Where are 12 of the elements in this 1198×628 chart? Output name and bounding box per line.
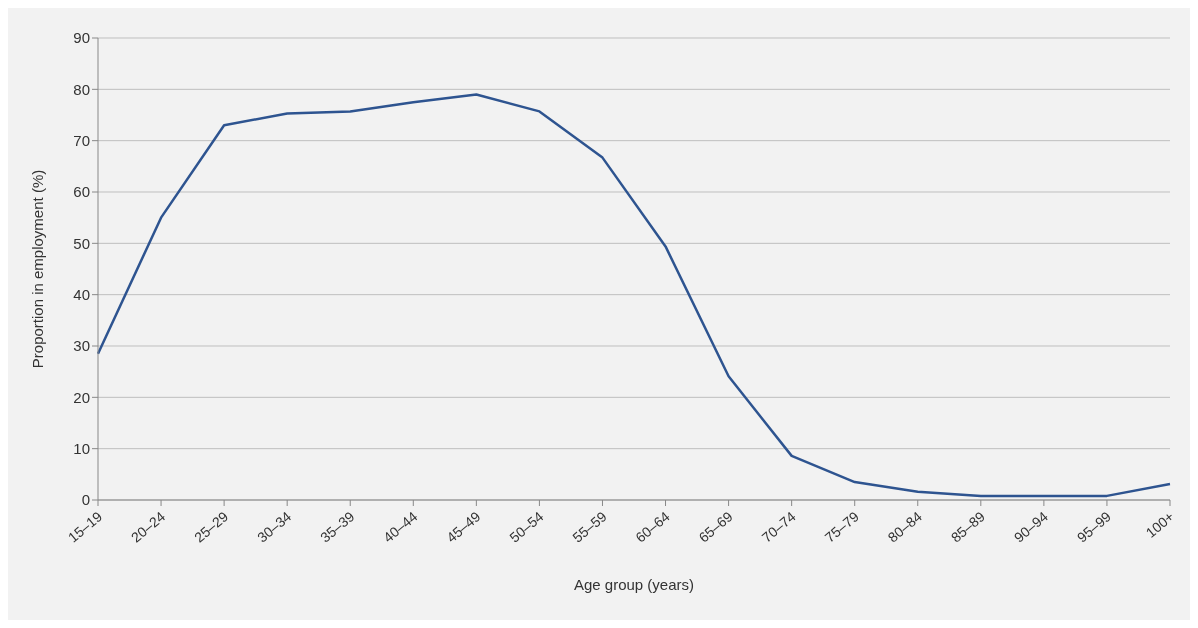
y-tick-label: 80: [73, 80, 90, 98]
y-tick-label: 40: [73, 285, 90, 303]
y-tick-label: 60: [73, 183, 90, 201]
y-axis-title: Proportion in employment (%): [29, 169, 47, 369]
x-axis-title: Age group (years): [573, 576, 695, 593]
y-tick-label: 10: [73, 439, 90, 457]
y-tick-label: 20: [73, 388, 90, 406]
y-tick-label: 90: [73, 29, 90, 47]
y-tick-label: 30: [73, 337, 90, 355]
y-tick-label: 0: [81, 491, 90, 509]
y-tick-label: 70: [73, 131, 90, 149]
y-tick-label: 50: [73, 234, 90, 252]
